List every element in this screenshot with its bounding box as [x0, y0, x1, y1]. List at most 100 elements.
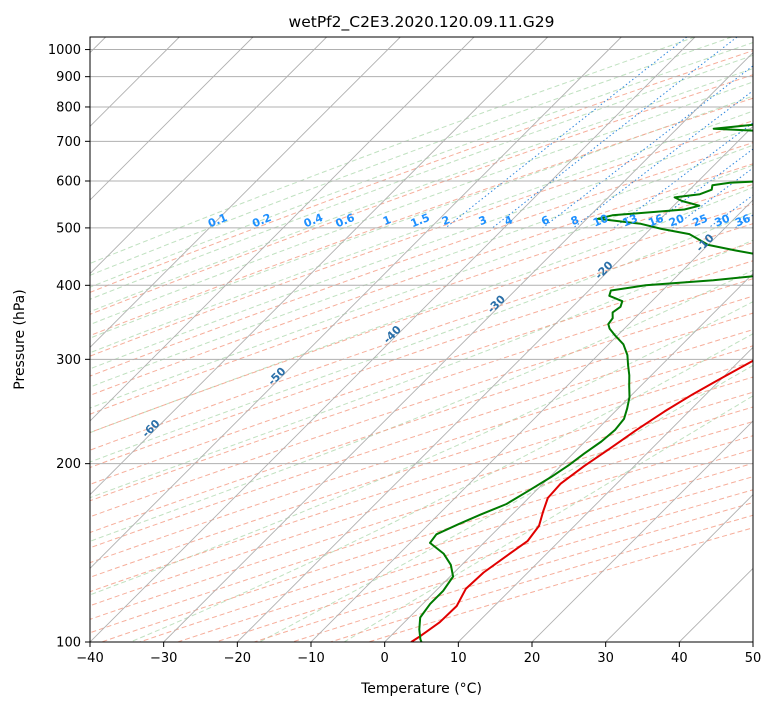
- isotherm-10: [458, 346, 753, 642]
- dry-adiabat-120: [90, 345, 753, 564]
- dry-adiabat-80: [90, 278, 753, 502]
- isotherm--60: [90, 37, 548, 496]
- mixing-ratio-label: 3: [477, 213, 489, 228]
- mixing-line-0_4: [542, 65, 753, 229]
- x-tick-label: 40: [671, 651, 688, 666]
- mixing-line-1: [613, 122, 753, 229]
- chart-title: wetPf2_C2E3.2020.120.09.11.G29: [289, 13, 555, 32]
- dry-adiabat-250: [368, 527, 753, 642]
- mixing-ratio-label: 16: [646, 212, 665, 230]
- y-axis-ticks: 100 200 300 400 500 600 700 800 900 1000: [48, 43, 90, 651]
- y-tick-label: 500: [56, 221, 81, 236]
- dry-adiabat-190: [139, 449, 753, 642]
- x-tick-label: −20: [224, 651, 251, 666]
- dry-adiabat-110: [90, 329, 753, 549]
- mixing-line-2: [672, 167, 753, 229]
- dry-adiabat-240: [330, 514, 753, 642]
- dry-adiabat-230: [292, 502, 753, 642]
- isotherm--40: [90, 37, 696, 642]
- dry-adiabat-130: [90, 361, 753, 578]
- dry-adiabat-10: [90, 142, 753, 377]
- mixing-ratio-lines: [445, 37, 753, 229]
- dry-adiabat-label: -30: [485, 292, 508, 315]
- dry-adiabat-label: -10: [693, 231, 716, 254]
- dry-adiabats: [90, 50, 753, 642]
- moist-adiabat-35: [90, 301, 753, 596]
- mixing-line-4: [734, 214, 753, 229]
- contour-labels: -100-90-80-70-60-50-40-30-20-10010203040…: [139, 211, 752, 440]
- dewpoint-profile-line: [418, 123, 753, 642]
- y-tick-label: 700: [56, 135, 81, 150]
- y-tick-label: 300: [56, 353, 81, 368]
- y-axis-title: Pressure (hPa): [12, 289, 28, 389]
- y-tick-label: 600: [56, 174, 81, 189]
- mixing-ratio-label: 20: [667, 212, 686, 230]
- isotherm--30: [163, 52, 753, 642]
- mixing-line-0_1: [445, 37, 688, 229]
- x-tick-label: 10: [450, 651, 467, 666]
- y-tick-label: 100: [56, 636, 81, 651]
- plot-frame: [89, 36, 754, 643]
- mixing-ratio-label: 36: [733, 212, 752, 230]
- moist-adiabat-45: [259, 364, 753, 642]
- y-tick-label: 1000: [48, 43, 81, 58]
- isotherm-20: [531, 420, 753, 642]
- dry-adiabat-50: [90, 223, 753, 451]
- y-tick-label: 200: [56, 457, 81, 472]
- isotherm--50: [90, 37, 622, 569]
- x-axis-title: Temperature (°C): [360, 681, 482, 697]
- moist-adiabat--35: [90, 37, 732, 276]
- moist-adiabat--5: [90, 110, 753, 354]
- moist-adiabat-5: [90, 144, 753, 388]
- x-tick-label: 50: [745, 651, 762, 666]
- mixing-ratio-label: 8: [569, 213, 581, 228]
- isotherm-0: [384, 273, 753, 642]
- y-tick-label: 400: [56, 279, 81, 294]
- moist-adiabat-50: [343, 395, 753, 642]
- mixing-ratio-label: 6: [539, 213, 551, 228]
- plot-area: -100-90-80-70-60-50-40-30-20-10010203040…: [90, 37, 753, 642]
- dry-adiabat-220: [254, 489, 753, 642]
- isotherm--90: [90, 37, 327, 275]
- dry-adiabat-210: [215, 476, 753, 642]
- isobar-gridlines: [90, 49, 753, 642]
- x-tick-label: 20: [524, 651, 541, 666]
- dry-adiabat-40: [90, 203, 753, 433]
- dry-adiabat-180: [101, 435, 753, 642]
- mixing-ratio-label: 30: [713, 212, 732, 230]
- temperature-profile-line: [410, 359, 753, 642]
- mixing-ratio-label: 13: [621, 212, 640, 230]
- dry-adiabat-140: [90, 376, 753, 593]
- skewed-isotherms: [90, 37, 753, 642]
- isotherm--70: [90, 37, 475, 422]
- dry-adiabat-0: [90, 120, 753, 357]
- mixing-line-0_2: [492, 37, 738, 229]
- moist-adiabat-25: [90, 239, 753, 499]
- dry-adiabat-100: [90, 312, 753, 534]
- isotherm--100: [90, 37, 254, 201]
- x-tick-label: 30: [597, 651, 614, 666]
- y-tick-label: 800: [56, 100, 81, 115]
- isotherm-50: [752, 641, 753, 642]
- isotherm--80: [90, 37, 401, 348]
- series-layer: [410, 123, 753, 642]
- x-tick-label: −30: [150, 651, 177, 666]
- x-tick-label: 0: [381, 651, 389, 666]
- y-tick-label: 900: [56, 70, 81, 85]
- moist-adiabat-40: [130, 333, 753, 642]
- mixing-ratio-label: 2: [440, 213, 452, 228]
- mixing-ratio-label: 25: [691, 212, 710, 230]
- x-tick-label: −40: [76, 651, 103, 666]
- isotherm--20: [237, 125, 753, 642]
- mixing-line-0_6: [572, 90, 753, 229]
- x-axis-ticks: −40 −30 −20 −10 0 10 20 30 40 50: [76, 642, 761, 666]
- isotherm-30: [605, 494, 753, 642]
- moist-adiabat-0: [90, 126, 753, 370]
- dry-adiabat-200: [177, 462, 753, 642]
- mixing-ratio-label: 1: [381, 213, 393, 228]
- x-tick-label: −10: [297, 651, 324, 666]
- moist-adiabat--40: [90, 37, 696, 264]
- mixing-ratio-label: 10: [591, 212, 610, 230]
- isotherm--10: [310, 199, 753, 642]
